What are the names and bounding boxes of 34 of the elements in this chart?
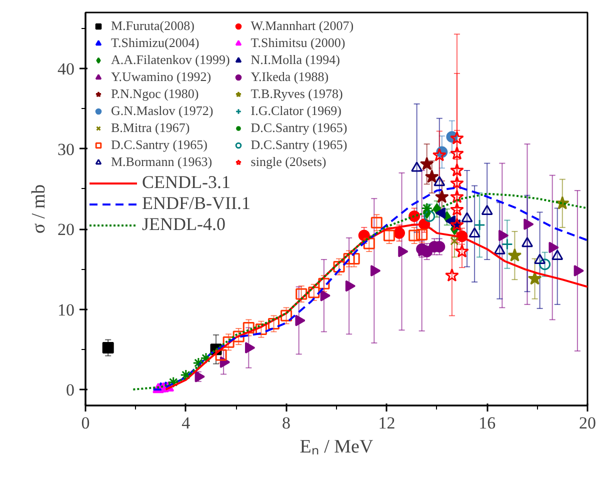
- x-tick-label: 0: [81, 414, 90, 432]
- legend-label: T.B.Ryves (1978): [250, 86, 343, 102]
- y-tick-label: 40: [58, 60, 74, 79]
- y-tick-label: 30: [58, 140, 74, 159]
- legend-label: T.Shimitsu (2000): [250, 35, 346, 51]
- legend-label: W.Mannhart (2007): [250, 18, 354, 34]
- x-tick-label: 20: [579, 414, 596, 432]
- legend-label: D.C.Santry (1965): [111, 137, 208, 153]
- legend-label: Y.Uwamino (1992): [111, 69, 212, 85]
- legend-label: A.A.Filatenkov (1999): [111, 52, 230, 68]
- legend-label: JENDL-4.0: [142, 214, 226, 235]
- legend-label: G.N.Maslov (1972): [111, 103, 214, 119]
- legend-label: M.Furuta(2008): [111, 18, 194, 34]
- legend-label: P.N.Ngoc (1980): [111, 86, 199, 102]
- x-tick-label: 16: [478, 414, 496, 432]
- y-axis-title: σ / mb: [28, 184, 50, 234]
- legend-label: D.C.Santry (1965): [250, 137, 348, 153]
- legend-label: CENDL-3.1: [142, 172, 230, 193]
- y-tick-label: 0: [66, 380, 74, 400]
- x-tick-label: 12: [378, 414, 396, 432]
- y-tick-label: 20: [58, 220, 74, 240]
- legend-label: B.Mitra (1967): [111, 120, 190, 136]
- legend-label: I.G.Clator (1969): [250, 103, 342, 119]
- legend-label: N.I.Molla (1994): [250, 52, 340, 68]
- x-tick-label: 4: [182, 414, 191, 432]
- legend-label: Y.Ikeda (1988): [250, 69, 329, 85]
- x-tick-label: 8: [282, 414, 291, 432]
- legend-label: D.C.Santry (1965): [250, 120, 348, 136]
- legend-label: M.Bormann (1963): [111, 154, 212, 170]
- y-tick-label: 10: [58, 300, 74, 320]
- legend-label: ENDF/B-VII.1: [142, 193, 250, 214]
- legend-label: T.Shimizu(2004): [111, 35, 200, 51]
- legend-label: single (20sets): [250, 154, 326, 170]
- x-axis-title: Eₙ / MeV: [300, 436, 374, 458]
